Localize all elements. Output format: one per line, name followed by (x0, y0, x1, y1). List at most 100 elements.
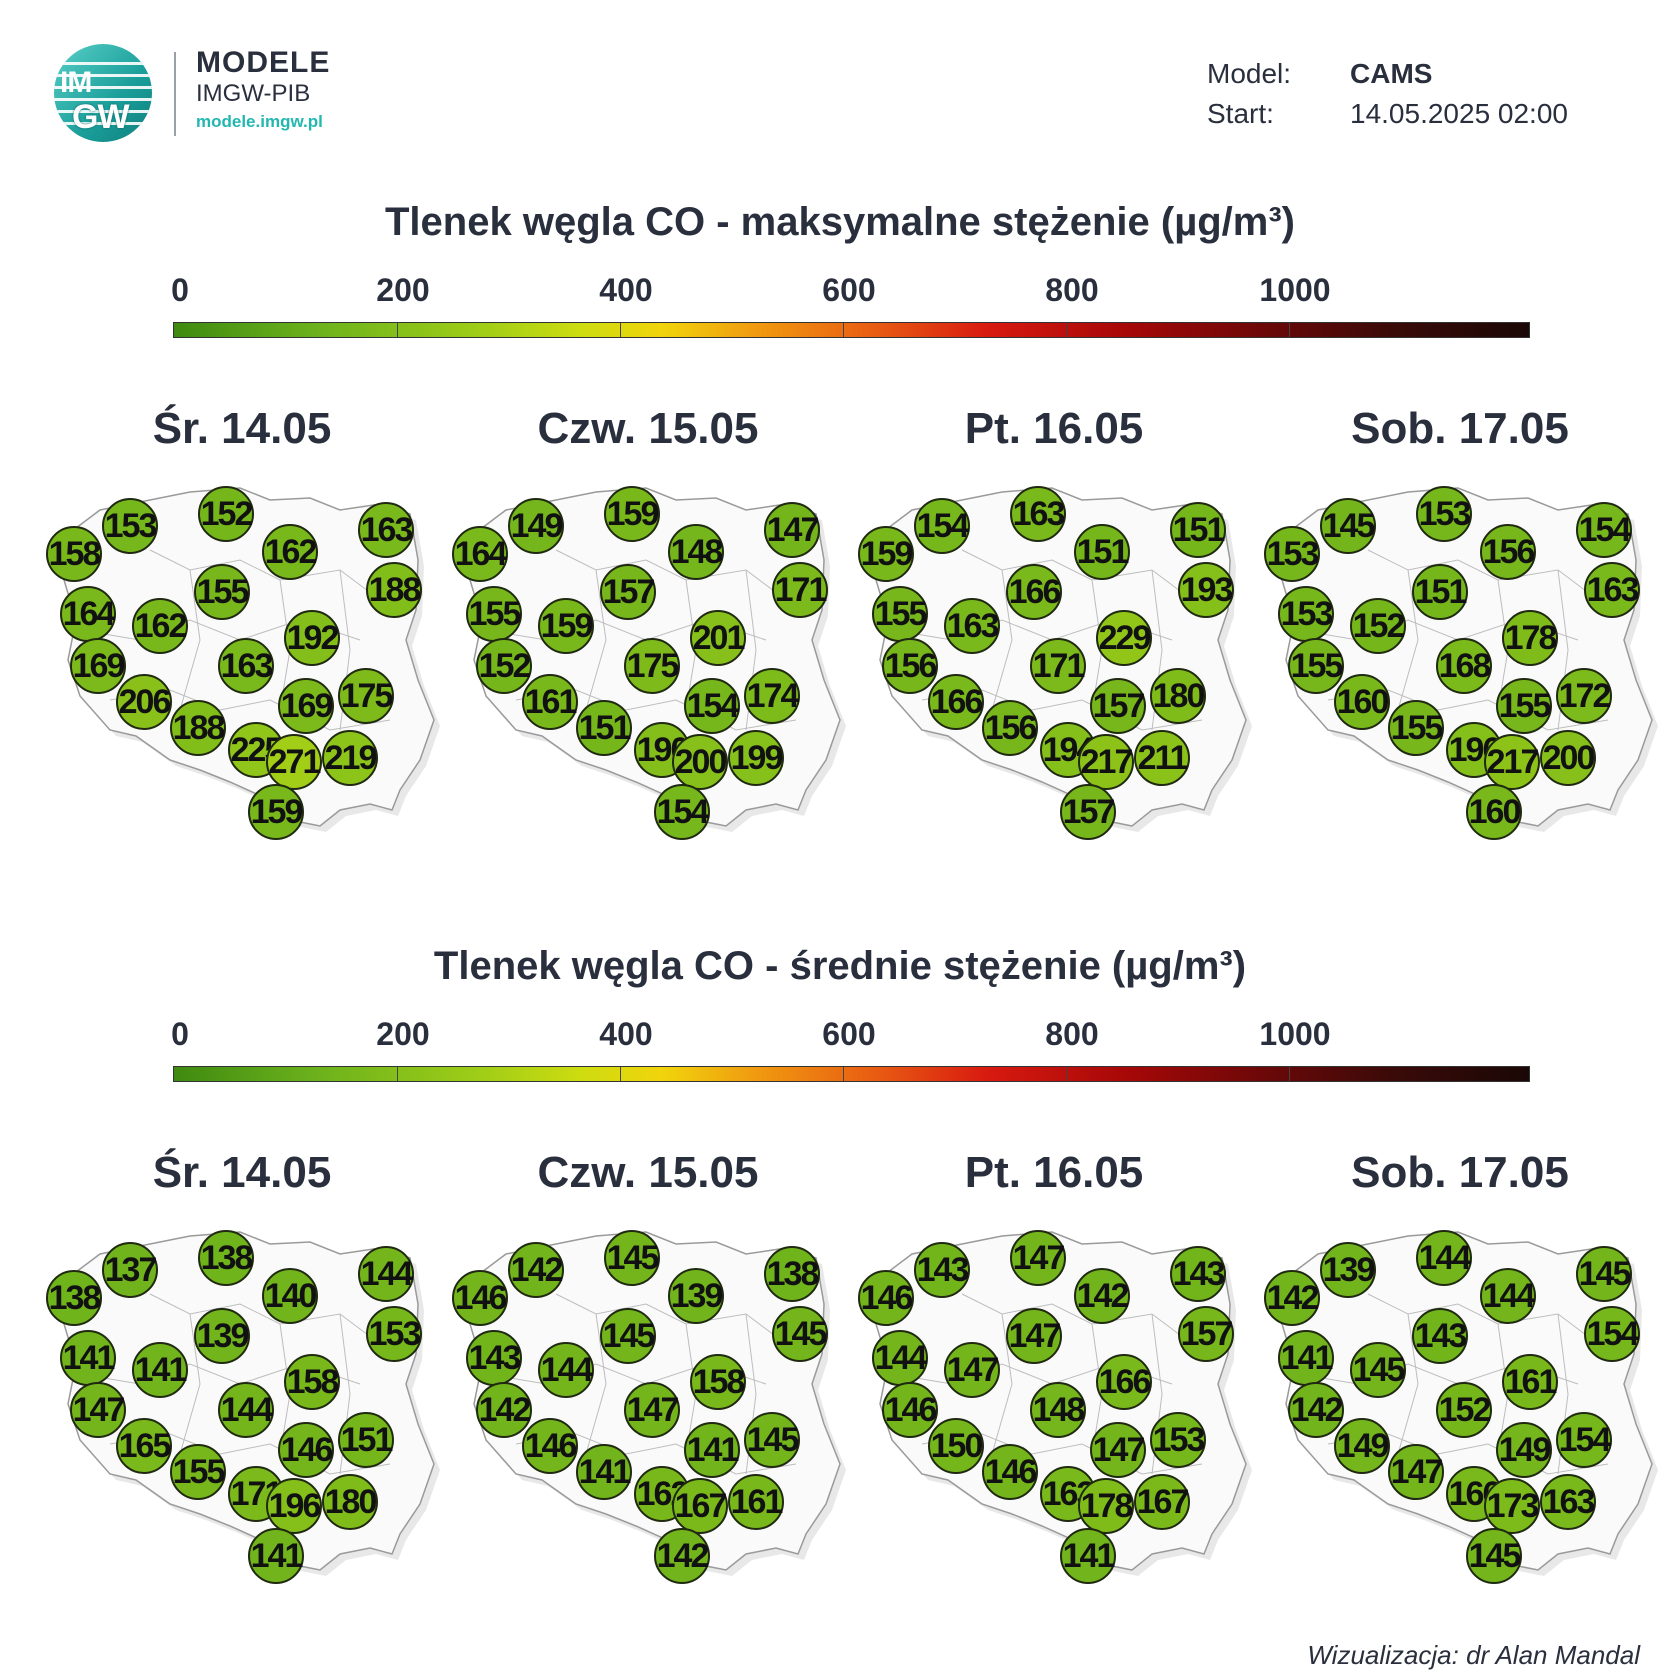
region-value-bubble: 146 (522, 1418, 578, 1474)
scale-tick-label: 200 (376, 272, 430, 308)
region-value-bubble: 178 (1502, 610, 1558, 666)
region-value-bubble: 151 (576, 700, 632, 756)
poland-map: 153 145 153 156 154 163 153 152 151 178 155 168 160 1… (1258, 470, 1658, 850)
region-value-bubble: 188 (170, 700, 226, 756)
model-label: Model: (1207, 58, 1292, 89)
region-value-bubble: 155 (466, 586, 522, 642)
region-value-bubble: 141 (684, 1422, 740, 1478)
region-value-bubble: 149 (1496, 1422, 1552, 1478)
region-value-bubble: 159 (538, 598, 594, 654)
region-value-bubble: 153 (1278, 586, 1334, 642)
region-value-bubble: 166 (1006, 564, 1062, 620)
region-value-bubble: 144 (358, 1246, 414, 1302)
scale-tick-label: 400 (599, 272, 653, 308)
region-value-bubble: 166 (1096, 1354, 1152, 1410)
region-value-bubble: 141 (1278, 1330, 1334, 1386)
region-value-bubble: 200 (672, 734, 728, 790)
day-label: Pt. 16.05 (964, 404, 1144, 453)
region-value-bubble: 143 (1412, 1308, 1468, 1364)
footer-credit: Wizualizacja: dr Alan Mandal (1307, 1640, 1640, 1670)
imgw-logo-icon: IM GW (54, 44, 152, 142)
region-value-bubble: 138 (764, 1246, 820, 1302)
region-value-bubble: 155 (170, 1444, 226, 1500)
poland-map: 146 143 147 142 143 157 144 147 147 166 146 148 150 1… (852, 1214, 1252, 1594)
region-value-bubble: 147 (70, 1382, 126, 1438)
region-value-bubble: 199 (728, 730, 784, 786)
region-value-bubble: 158 (284, 1354, 340, 1410)
region-value-bubble: 142 (508, 1242, 564, 1298)
section-title-avg: Tlenek węgla CO - średnie stężenie (µg/m… (433, 944, 1247, 988)
region-value-bubble: 150 (928, 1418, 984, 1474)
region-value-bubble: 217 (1484, 734, 1540, 790)
region-value-bubble: 161 (522, 674, 578, 730)
region-value-bubble: 151 (338, 1412, 394, 1468)
region-value-bubble: 159 (604, 486, 660, 542)
day-label: Pt. 16.05 (964, 1148, 1144, 1197)
region-value-bubble: 152 (476, 638, 532, 694)
region-value-bubble: 159 (248, 784, 304, 840)
region-value-bubble: 145 (1466, 1528, 1522, 1584)
region-value-bubble: 157 (1090, 678, 1146, 734)
logo-subtitle: IMGW-PIB (196, 80, 311, 107)
scale-tick-label: 0 (171, 1016, 189, 1052)
region-value-bubble: 155 (872, 586, 928, 642)
region-value-bubble: 147 (1388, 1444, 1444, 1500)
region-value-bubble: 169 (278, 678, 334, 734)
region-value-bubble: 142 (476, 1382, 532, 1438)
region-value-bubble: 162 (262, 524, 318, 580)
region-value-bubble: 154 (914, 498, 970, 554)
scale-tick-label: 200 (376, 1016, 430, 1052)
region-value-bubble: 144 (1416, 1230, 1472, 1286)
scale-tick-label: 0 (171, 272, 189, 308)
region-value-bubble: 155 (194, 564, 250, 620)
region-value-bubble: 158 (46, 526, 102, 582)
region-value-bubble: 156 (1480, 524, 1536, 580)
region-value-bubble: 141 (132, 1342, 188, 1398)
region-value-bubble: 149 (1334, 1418, 1390, 1474)
region-value-bubble: 154 (684, 678, 740, 734)
region-value-bubble: 164 (452, 526, 508, 582)
color-scale-bar-avg (173, 1066, 1530, 1082)
region-value-bubble: 161 (1502, 1354, 1558, 1410)
region-value-bubble: 145 (600, 1308, 656, 1364)
region-value-bubble: 173 (1484, 1478, 1540, 1534)
region-value-bubble: 201 (690, 610, 746, 666)
region-value-bubble: 172 (1556, 668, 1612, 724)
region-value-bubble: 169 (70, 638, 126, 694)
region-value-bubble: 153 (1264, 526, 1320, 582)
region-value-bubble: 140 (262, 1268, 318, 1324)
region-value-bubble: 147 (1006, 1308, 1062, 1364)
region-value-bubble: 206 (116, 674, 172, 730)
day-label: Śr. 14.05 (152, 404, 332, 453)
region-value-bubble: 156 (982, 700, 1038, 756)
region-value-bubble: 154 (1584, 1306, 1640, 1362)
imgw-logo: IM GW MODELE IMGW-PIB modele.imgw.pl (54, 44, 344, 144)
scale-labels-avg: 0 200 400 600 800 1000 (160, 1016, 1530, 1056)
region-value-bubble: 160 (1466, 784, 1522, 840)
region-value-bubble: 188 (366, 562, 422, 618)
poland-map: 138 137 138 140 144 153 141 141 139 158 147 144 165 1… (40, 1214, 440, 1594)
scale-tick-label: 1000 (1259, 1016, 1331, 1052)
region-value-bubble: 142 (1264, 1270, 1320, 1326)
region-value-bubble: 167 (672, 1478, 728, 1534)
region-value-bubble: 196 (266, 1478, 322, 1534)
scale-tick-label: 1000 (1259, 272, 1331, 308)
logo-url: modele.imgw.pl (196, 112, 323, 131)
region-value-bubble: 142 (1288, 1382, 1344, 1438)
region-value-bubble: 163 (218, 638, 274, 694)
region-value-bubble: 137 (102, 1242, 158, 1298)
region-value-bubble: 146 (452, 1270, 508, 1326)
region-value-bubble: 139 (668, 1268, 724, 1324)
region-value-bubble: 161 (728, 1474, 784, 1530)
region-value-bubble: 146 (858, 1270, 914, 1326)
region-value-bubble: 162 (132, 598, 188, 654)
region-value-bubble: 163 (358, 502, 414, 558)
region-value-bubble: 192 (284, 610, 340, 666)
region-value-bubble: 153 (1150, 1412, 1206, 1468)
region-value-bubble: 141 (60, 1330, 116, 1386)
region-value-bubble: 196 (1446, 722, 1502, 778)
region-value-bubble: 180 (322, 1474, 378, 1530)
region-value-bubble: 229 (1096, 610, 1152, 666)
region-value-bubble: 157 (600, 564, 656, 620)
region-value-bubble: 159 (858, 526, 914, 582)
